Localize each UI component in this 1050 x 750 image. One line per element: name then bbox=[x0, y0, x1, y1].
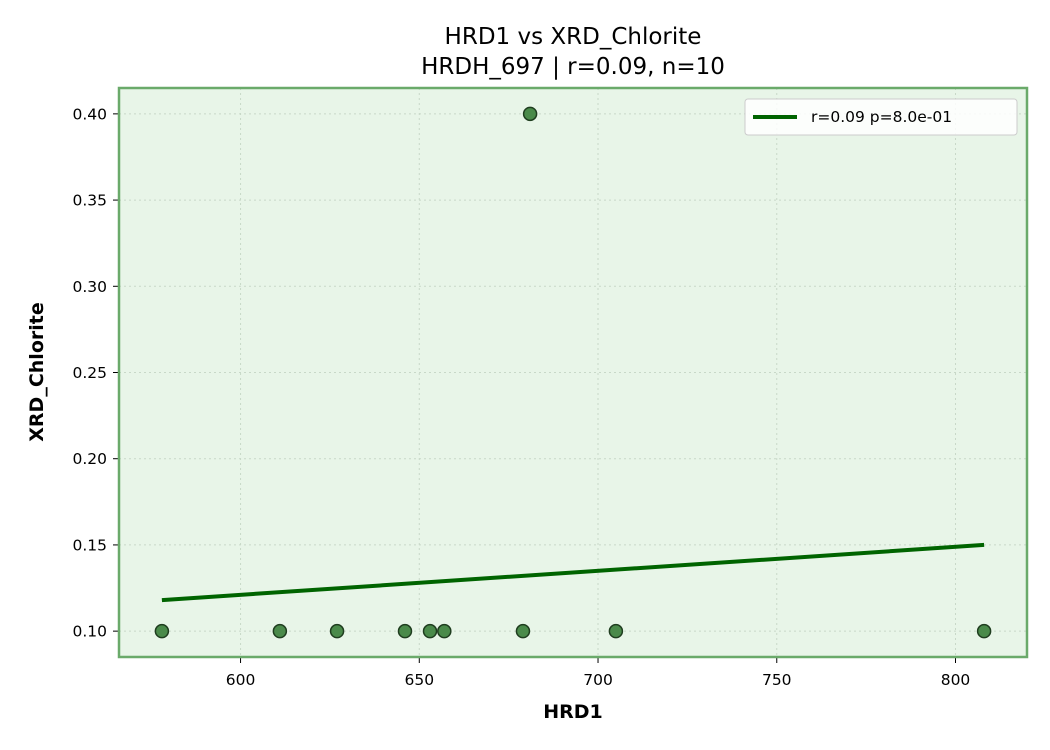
scatter-point bbox=[272, 623, 288, 639]
scatter-point bbox=[976, 623, 992, 639]
y-tick-label: 0.25 bbox=[72, 364, 107, 382]
scatter-point bbox=[422, 623, 438, 639]
plot-frame bbox=[117, 86, 1029, 659]
scatter-point bbox=[329, 623, 345, 639]
y-axis: 0.10 0.15 0.20 0.25 0.30 0.35 0.40 bbox=[72, 105, 119, 641]
y-tick-label: 0.10 bbox=[72, 623, 107, 641]
x-tick-label: 650 bbox=[404, 671, 434, 689]
y-tick-label: 0.20 bbox=[72, 450, 107, 468]
y-tick-label: 0.40 bbox=[72, 105, 107, 123]
x-axis: 600 650 700 750 800 bbox=[226, 657, 971, 689]
scatter-point bbox=[608, 623, 624, 639]
y-tick-label: 0.15 bbox=[72, 536, 107, 554]
x-tick-label: 700 bbox=[583, 671, 613, 689]
scatter-point bbox=[154, 623, 170, 639]
chart-title: HRD1 vs XRD_Chlorite bbox=[445, 24, 702, 50]
y-tick-label: 0.30 bbox=[72, 278, 107, 296]
x-axis-label: HRD1 bbox=[543, 701, 603, 723]
x-tick-label: 600 bbox=[226, 671, 256, 689]
grid bbox=[119, 88, 1027, 657]
scatter-point bbox=[437, 623, 452, 639]
y-axis-label: XRD_Chlorite bbox=[26, 302, 48, 441]
scatter-point bbox=[515, 623, 531, 639]
x-tick-label: 800 bbox=[941, 671, 971, 689]
x-tick-label: 750 bbox=[762, 671, 792, 689]
legend-box bbox=[744, 98, 1018, 136]
scatter-points bbox=[154, 106, 992, 639]
chart-subtitle: HRDH_697 | r=0.09, n=10 bbox=[421, 54, 725, 80]
legend-label: r=0.09 p=8.0e-01 bbox=[811, 108, 952, 126]
scatter-point bbox=[397, 623, 413, 639]
y-tick-label: 0.35 bbox=[72, 192, 107, 210]
legend: r=0.09 p=8.0e-01 bbox=[744, 98, 1018, 136]
scatter-point bbox=[522, 106, 538, 122]
fit-line bbox=[161, 542, 985, 603]
